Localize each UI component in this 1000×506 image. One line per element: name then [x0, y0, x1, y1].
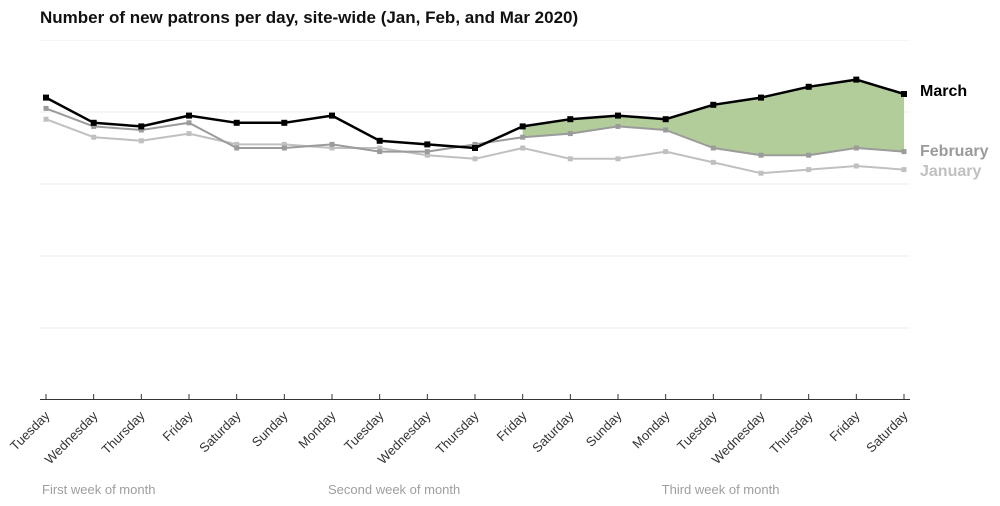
x-axis-label: Tuesday	[674, 408, 720, 454]
x-axis-label: Sunday	[249, 408, 291, 450]
week-label: Third week of month	[662, 482, 780, 497]
x-axis-label: Tuesday	[7, 408, 53, 454]
week-label: First week of month	[42, 482, 155, 497]
chart-title: Number of new patrons per day, site-wide…	[40, 8, 578, 28]
x-axis-label: Monday	[629, 408, 672, 451]
x-axis-label: Friday	[827, 408, 863, 444]
series-label-january: January	[920, 163, 981, 181]
chart-container: Number of new patrons per day, site-wide…	[0, 0, 1000, 506]
series-label-march: March	[920, 83, 967, 101]
x-axis-label: Friday	[493, 408, 529, 444]
week-label: Second week of month	[328, 482, 460, 497]
x-axis-label: Saturday	[196, 408, 243, 455]
chart-area	[40, 40, 910, 400]
x-axis-label: Tuesday	[341, 408, 387, 454]
x-axis-label: Thursday	[766, 408, 815, 457]
x-axis-label: Thursday	[99, 408, 148, 457]
x-axis-label: Sunday	[583, 408, 625, 450]
x-axis-label: Saturday	[530, 408, 577, 455]
x-axis-label: Thursday	[433, 408, 482, 457]
x-axis-label: Saturday	[863, 408, 910, 455]
chart-svg	[40, 40, 910, 400]
series-label-february: February	[920, 143, 988, 161]
x-axis-label: Friday	[159, 408, 195, 444]
x-axis-label: Monday	[295, 408, 338, 451]
